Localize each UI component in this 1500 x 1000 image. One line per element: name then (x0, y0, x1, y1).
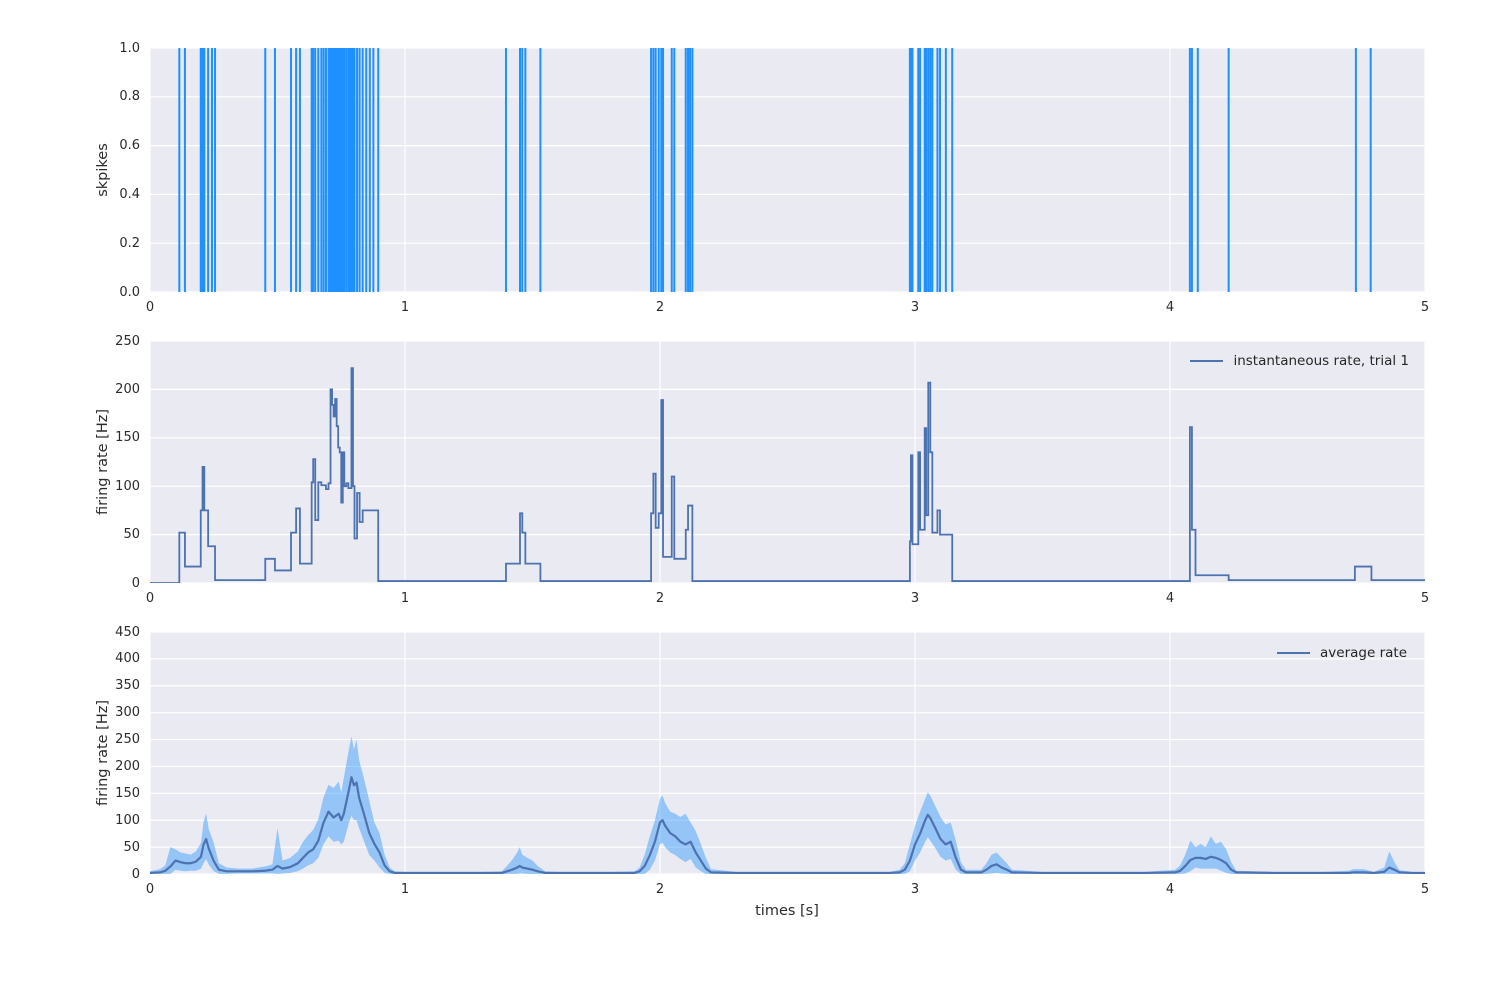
y-tick-label: 300 (115, 705, 140, 721)
y-tick-label: 400 (115, 651, 140, 667)
x-tick-label: 4 (1165, 591, 1175, 606)
legend-label-average-rate: average rate (1320, 645, 1407, 661)
y-tick-label: 1.0 (119, 40, 140, 56)
spike-raster-canvas (150, 48, 1425, 292)
instantaneous-rate-line (150, 367, 1425, 583)
y-tick-label: 0.2 (119, 235, 140, 251)
legend-line-sample-icon (1190, 360, 1224, 362)
instantaneous-rate-canvas (150, 341, 1425, 583)
y-tick-label: 50 (123, 839, 140, 855)
x-tick-label: 4 (1165, 300, 1175, 315)
x-tick-label: 2 (655, 882, 665, 897)
x-axis-label: times [s] (755, 903, 819, 919)
x-tick-label: 1 (400, 300, 410, 315)
y-axis-label-firing-rate-1: firing rate [Hz] (95, 408, 111, 516)
x-tick-label: 3 (910, 591, 920, 606)
x-tick-label: 5 (1420, 882, 1430, 897)
x-tick-label: 3 (910, 300, 920, 315)
legend-label-instantaneous-rate: instantaneous rate, trial 1 (1233, 353, 1409, 369)
y-tick-label: 100 (115, 478, 140, 494)
y-tick-label: 0 (131, 866, 140, 882)
x-tick-label: 0 (145, 591, 155, 606)
y-tick-label: 0 (131, 575, 140, 591)
y-tick-label: 150 (115, 430, 140, 446)
x-tick-label: 3 (910, 882, 920, 897)
legend-instantaneous-rate: instantaneous rate, trial 1 (1186, 351, 1413, 371)
y-tick-label: 0.4 (119, 186, 140, 202)
y-tick-label: 0.6 (119, 138, 140, 154)
instantaneous-rate-plot: instantaneous rate, trial 1 (150, 341, 1425, 583)
x-tick-label: 1 (400, 882, 410, 897)
y-tick-label: 350 (115, 678, 140, 694)
average-rate-band (150, 736, 1425, 874)
x-tick-label: 5 (1420, 300, 1430, 315)
legend-line-sample-icon (1277, 652, 1311, 654)
y-tick-label: 200 (115, 381, 140, 397)
y-tick-label: 50 (123, 527, 140, 543)
x-tick-label: 5 (1420, 591, 1430, 606)
y-tick-label: 200 (115, 758, 140, 774)
y-tick-label: 100 (115, 812, 140, 828)
y-tick-label: 450 (115, 624, 140, 640)
x-tick-label: 0 (145, 300, 155, 315)
average-rate-plot: average rate (150, 632, 1425, 874)
spike-raster-plot (150, 48, 1425, 292)
average-rate-line (150, 776, 1425, 874)
x-tick-label: 1 (400, 591, 410, 606)
y-tick-label: 0.0 (119, 284, 140, 300)
average-rate-canvas (150, 632, 1425, 874)
x-tick-label: 2 (655, 300, 665, 315)
y-tick-label: 0.8 (119, 89, 140, 105)
x-tick-label: 0 (145, 882, 155, 897)
y-tick-label: 250 (115, 732, 140, 748)
y-tick-label: 150 (115, 785, 140, 801)
x-tick-label: 4 (1165, 882, 1175, 897)
x-tick-label: 2 (655, 591, 665, 606)
y-tick-label: 250 (115, 333, 140, 349)
legend-average-rate: average rate (1273, 643, 1411, 663)
